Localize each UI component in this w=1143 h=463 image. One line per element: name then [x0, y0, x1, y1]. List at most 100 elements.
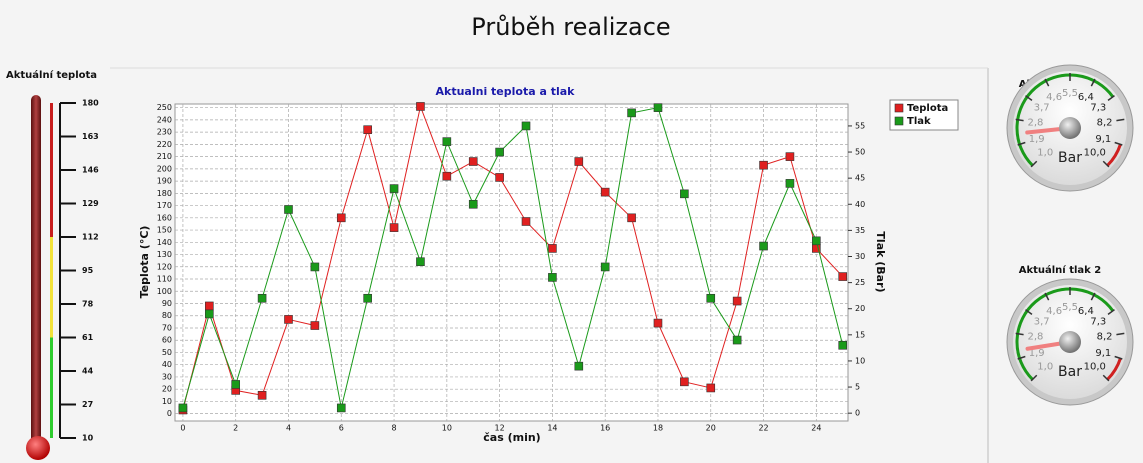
y-tick-label: 120 — [157, 262, 172, 271]
data-point — [548, 273, 557, 282]
thermometer-tick-label: 112 — [82, 233, 99, 242]
y2-tick-label: 40 — [855, 200, 865, 209]
y2-tick-label: 5 — [855, 383, 860, 392]
gauge-tick — [1116, 332, 1125, 336]
data-point — [574, 361, 584, 371]
y2-tick-label: 50 — [855, 148, 865, 157]
gauge-tick — [1025, 95, 1033, 101]
y-tick-label: 210 — [157, 152, 172, 161]
thermometer-tick-label: 163 — [82, 132, 99, 141]
data-point — [627, 108, 636, 118]
data-point — [389, 223, 399, 232]
data-point — [257, 293, 267, 303]
data-point — [785, 179, 795, 188]
thermometer-bulb — [26, 436, 50, 460]
thermometer-tick-label: 129 — [82, 199, 99, 208]
data-point — [812, 236, 821, 246]
y-tick-label: 130 — [157, 250, 172, 259]
thermometer-tick-label: 78 — [82, 300, 94, 309]
x-tick-label: 6 — [339, 424, 344, 433]
data-point — [205, 309, 214, 319]
y-tick-label: 60 — [162, 336, 172, 345]
data-point — [442, 137, 452, 146]
gauge-tick — [1090, 292, 1096, 301]
y-tick-label: 70 — [162, 323, 172, 332]
data-point — [706, 383, 716, 393]
y-tick-label: 180 — [157, 189, 172, 198]
legend-swatch — [894, 103, 904, 113]
y-tick-label: 0 — [167, 409, 172, 418]
data-point — [521, 217, 531, 226]
data-point — [521, 121, 531, 131]
y2-tick-label: 15 — [855, 330, 865, 339]
gauge-tick — [1017, 355, 1026, 360]
y-tick-label: 190 — [157, 177, 172, 186]
y-tick-label: 40 — [162, 360, 172, 369]
y2-tick-label: 0 — [855, 409, 860, 418]
gauge-tick-label: 6,4 — [1078, 306, 1094, 317]
data-point — [548, 244, 557, 253]
data-point — [310, 321, 320, 330]
gauge-tick — [1114, 355, 1123, 360]
y-tick-label: 230 — [157, 128, 172, 137]
x-tick-label: 8 — [392, 424, 397, 433]
y2-axis-label: Tlak (Bar) — [874, 231, 887, 292]
x-tick-label: 10 — [442, 424, 452, 433]
thermometer-band — [50, 103, 53, 237]
y2-tick-label: 55 — [855, 121, 865, 130]
gauge-unit: Bar — [1058, 364, 1082, 380]
data-point — [680, 189, 689, 199]
data-point — [205, 301, 214, 311]
gauge-hub — [1059, 117, 1081, 139]
data-point — [680, 377, 689, 387]
thermometer-tick-label: 146 — [82, 166, 99, 175]
data-point — [838, 272, 848, 281]
x-tick-label: 2 — [233, 424, 238, 433]
gauge-tick-label: 3,7 — [1034, 102, 1050, 113]
gauge-tick-label: 9,1 — [1095, 348, 1111, 359]
x-axis-label: čas (min) — [483, 431, 540, 444]
gauge-tick-label: 1,9 — [1029, 134, 1045, 145]
thermometer-label: Aktuální teplota — [6, 69, 97, 81]
gauge-tick-label: 4,6 — [1046, 92, 1062, 103]
data-point — [706, 293, 716, 303]
gauge-arc — [1106, 357, 1122, 381]
gauge-tick — [1030, 374, 1038, 382]
x-tick-label: 16 — [600, 424, 610, 433]
chart-title: Aktualni teplota a tlak — [436, 85, 576, 98]
data-point — [732, 335, 742, 345]
thermometer-tube — [31, 95, 41, 445]
y2-tick-label: 30 — [855, 252, 865, 261]
x-tick-label: 0 — [180, 424, 185, 433]
page-title: Průběh realizace — [471, 13, 670, 41]
x-tick-label: 4 — [286, 424, 291, 433]
gauge-tick-label: 6,4 — [1078, 92, 1094, 103]
gauge-tick — [1102, 160, 1110, 168]
y-tick-label: 170 — [157, 201, 172, 210]
y-tick-label: 100 — [157, 287, 172, 296]
gauge-tick — [1116, 118, 1125, 122]
data-point — [600, 187, 610, 197]
gauge-hub — [1059, 331, 1081, 353]
x-tick-label: 18 — [653, 424, 663, 433]
data-point — [785, 152, 795, 161]
x-tick-label: 22 — [758, 424, 768, 433]
data-point — [363, 125, 372, 135]
data-point — [600, 262, 610, 272]
y-tick-label: 20 — [162, 385, 172, 394]
gauge-tick-label: 5,5 — [1062, 302, 1078, 313]
thermometer-tick-label: 61 — [82, 333, 94, 342]
y-tick-label: 150 — [157, 226, 172, 235]
y2-tick-label: 45 — [855, 174, 865, 183]
data-point — [627, 213, 636, 223]
y-tick-label: 220 — [157, 140, 172, 149]
gauge-tick — [1114, 141, 1123, 146]
y2-tick-label: 10 — [855, 356, 865, 365]
data-point — [416, 102, 425, 111]
thermometer-tick-label: 27 — [82, 400, 93, 409]
data-point — [257, 390, 267, 400]
gauge-tick — [1015, 118, 1024, 122]
y-tick-label: 250 — [157, 103, 172, 112]
y2-tick-label: 35 — [855, 226, 865, 235]
gauge-tick-label: 2,8 — [1027, 332, 1043, 343]
